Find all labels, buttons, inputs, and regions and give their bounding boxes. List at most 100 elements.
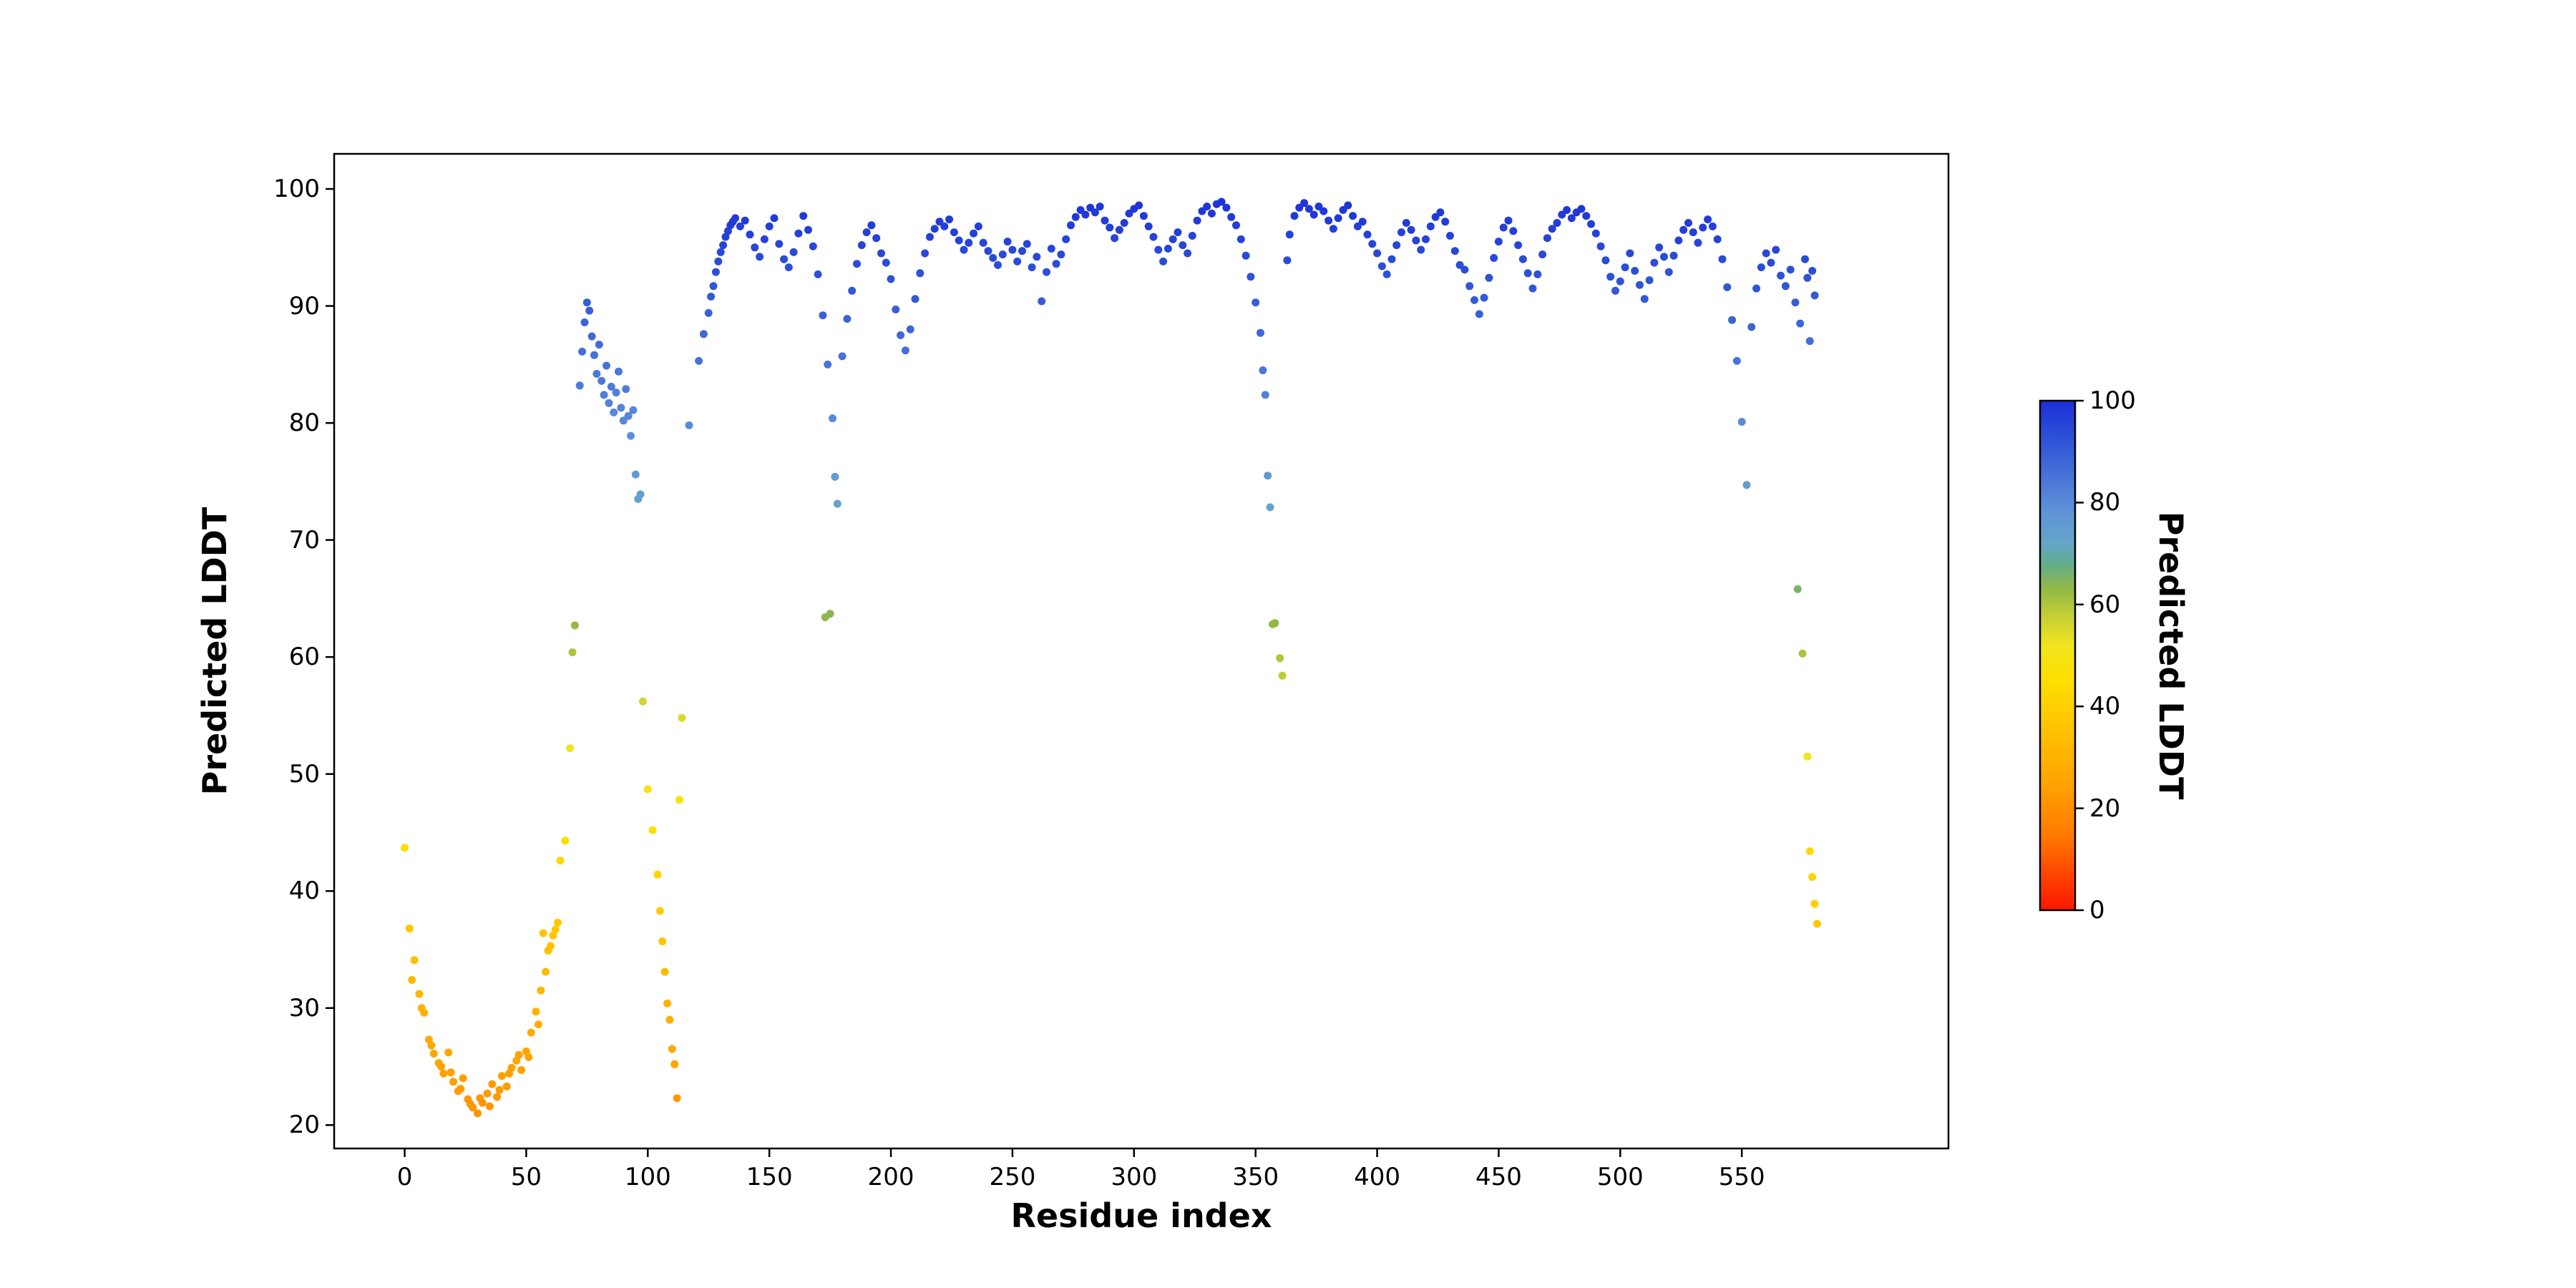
data-point [665, 1015, 674, 1024]
data-point [897, 331, 905, 339]
data-point [1407, 225, 1415, 234]
data-point [427, 1041, 436, 1050]
data-point [1028, 263, 1036, 272]
data-point [401, 844, 409, 852]
colorbar-tick-label: 40 [2089, 692, 2121, 721]
data-point [1276, 654, 1284, 663]
data-point [1259, 366, 1267, 374]
data-point [930, 225, 939, 233]
data-point [1786, 265, 1795, 274]
data-point [1339, 206, 1347, 214]
data-point [1636, 280, 1644, 289]
data-point [568, 648, 577, 657]
data-point [1450, 247, 1459, 255]
data-point [648, 826, 657, 834]
data-point [429, 1050, 438, 1058]
data-point [1144, 222, 1153, 230]
data-point [1285, 230, 1294, 239]
data-point [570, 621, 579, 630]
data-point [1465, 282, 1474, 291]
x-tick-label: 250 [989, 1163, 1036, 1191]
data-point [775, 240, 784, 248]
data-point [746, 230, 754, 239]
data-point [582, 298, 591, 307]
data-point [1013, 257, 1022, 265]
data-point [1553, 219, 1561, 227]
data-point [444, 1048, 453, 1057]
data-point [627, 431, 635, 440]
y-tick-label: 100 [273, 175, 320, 204]
data-point [410, 956, 419, 965]
data-point [658, 937, 667, 946]
x-tick-label: 50 [510, 1163, 542, 1191]
data-point [1577, 205, 1586, 213]
data-point [695, 356, 703, 365]
data-point [1455, 260, 1464, 269]
colorbar-tick-label: 20 [2089, 794, 2121, 823]
data-point [610, 408, 618, 416]
data-point [1236, 235, 1245, 243]
data-point [970, 229, 978, 238]
data-point [984, 247, 992, 255]
data-point [1106, 223, 1114, 232]
data-point [1772, 245, 1780, 254]
data-point [1596, 242, 1605, 250]
data-point [447, 1068, 455, 1077]
data-point [1699, 223, 1707, 232]
data-point [517, 1065, 526, 1074]
data-point [1008, 245, 1017, 254]
data-point [643, 785, 652, 794]
data-point [731, 214, 740, 223]
data-point [1193, 216, 1201, 225]
data-point [575, 381, 584, 390]
data-point [534, 1020, 542, 1029]
y-tick-label: 30 [288, 993, 320, 1023]
data-point [1480, 293, 1488, 302]
data-point [716, 248, 725, 256]
data-point [636, 490, 645, 499]
data-point [587, 332, 596, 341]
data-point [741, 216, 749, 225]
data-point [1264, 472, 1272, 480]
data-point [1810, 291, 1819, 300]
data-point [1798, 649, 1807, 658]
data-point [1810, 899, 1819, 908]
data-point [1441, 218, 1450, 226]
data-point [449, 1078, 457, 1086]
data-point [799, 212, 808, 220]
data-point [600, 391, 608, 399]
data-point [1528, 284, 1537, 293]
data-point [537, 986, 545, 995]
data-point [415, 990, 424, 998]
data-point [653, 870, 662, 879]
data-point [1241, 251, 1250, 260]
data-point [714, 257, 723, 265]
data-point [1808, 873, 1817, 882]
data-point [1246, 273, 1255, 281]
data-point [1436, 208, 1445, 217]
data-point [809, 242, 817, 250]
data-point [514, 1050, 523, 1059]
x-tick-label: 450 [1475, 1163, 1522, 1191]
x-axis-label: Residue index [1010, 1196, 1272, 1235]
data-point [862, 228, 871, 237]
data-point [892, 306, 900, 313]
data-point [497, 1072, 506, 1080]
data-point [483, 1089, 492, 1098]
data-point [780, 255, 789, 263]
data-point [597, 376, 606, 385]
data-point [1324, 216, 1333, 225]
data-point [1460, 265, 1469, 274]
data-point [655, 907, 664, 915]
data-point [1431, 213, 1440, 221]
data-point [1038, 297, 1046, 306]
data-point [1252, 298, 1260, 307]
colorbar-tick-label: 80 [2089, 488, 2121, 517]
data-point [1387, 255, 1396, 263]
data-point [1499, 223, 1508, 232]
data-point [639, 697, 647, 706]
data-point [1805, 337, 1814, 346]
data-point [857, 241, 866, 250]
data-point [1115, 225, 1123, 234]
